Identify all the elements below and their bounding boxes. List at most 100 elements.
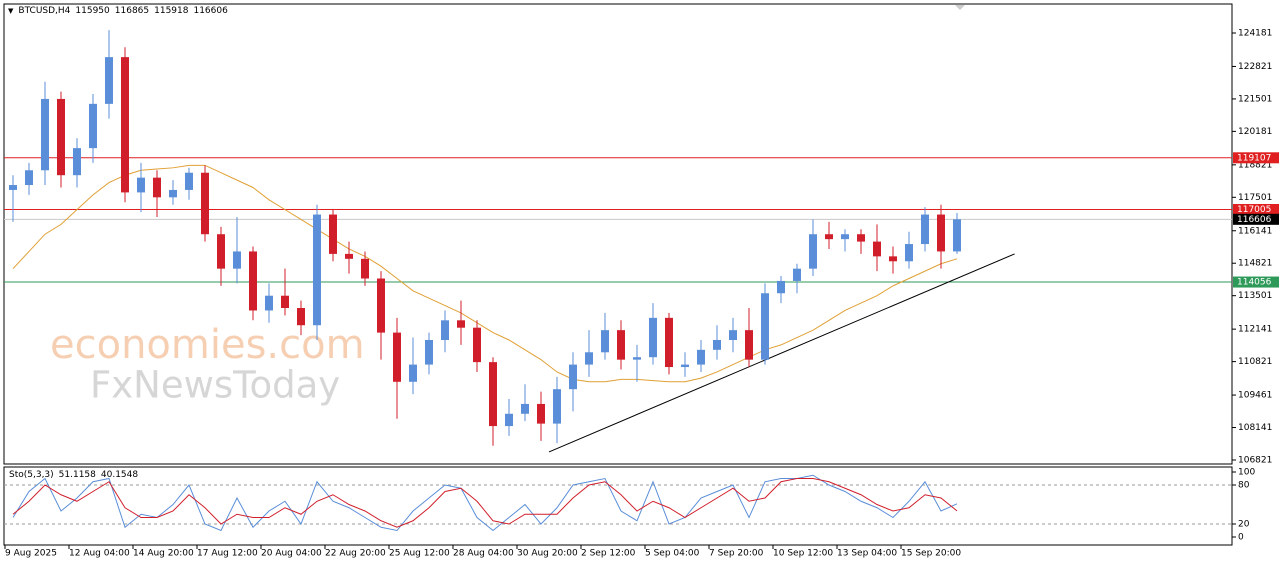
candle-body [489,362,497,427]
candle-body [697,349,705,365]
candle-body [777,280,785,294]
candle-body [441,320,449,340]
chart-header: ▼ BTCUSD,H4 115950 116865 115918 116606 [8,6,228,16]
y-tick-label: 108141 [1238,423,1272,433]
y-tick-label: 120181 [1238,127,1272,137]
candle-body [425,339,433,365]
candle-body [137,177,145,193]
candle-body [73,148,81,176]
high-value: 116865 [114,6,150,16]
x-tick-label: 9 Aug 2025 [5,549,57,559]
candle-body [537,403,545,424]
trendline [548,253,1015,453]
x-tick-label: 12 Aug 04:00 [69,549,130,559]
candle-body [393,332,401,382]
level-label: 119107 [1237,153,1271,163]
x-tick-label: 5 Sep 04:00 [645,549,700,559]
candle-body [217,234,225,269]
x-tick-label: 2 Sep 12:00 [581,549,636,559]
candle-body [169,189,177,198]
candle-body [521,403,529,414]
candle-body [473,327,481,363]
level-label-box [1233,204,1279,216]
candle-body [681,364,689,368]
x-tick-label: 20 Aug 04:00 [261,549,322,559]
x-tick-label: 17 Aug 12:00 [197,549,258,559]
y-tick-label: 113501 [1238,291,1272,301]
candle-body [89,103,97,149]
x-tick-label: 22 Aug 20:00 [325,549,386,559]
osc-y-tick-label: 80 [1238,481,1250,491]
candle-body [665,317,673,368]
x-tick-label: 7 Sep 20:00 [709,549,764,559]
osc-y-tick-label: 20 [1238,520,1250,530]
candle-body [649,317,657,358]
candle-body [905,244,913,262]
candle-body [553,389,561,424]
candle-body [841,234,849,240]
current-price-label: 116606 [1237,215,1272,225]
y-tick-label: 117501 [1238,193,1272,203]
candle-body [329,214,337,254]
candle-body [201,172,209,235]
watermark: FxNewsToday [90,364,340,407]
candle-body [297,308,305,326]
candle-body [25,170,33,186]
d-value: 40.1548 [100,470,139,480]
y-tick-label: 109461 [1238,391,1272,401]
candle-body [185,172,193,190]
y-tick-label: 110821 [1238,357,1272,367]
candle-body [265,295,273,311]
moving-average [12,164,958,383]
candle-body [921,214,929,245]
candle-body [233,251,241,269]
candle-body [617,330,625,360]
osc-line [12,478,958,528]
level-label: 114056 [1237,278,1272,288]
oscillator-panel [3,466,1233,546]
open-value: 115950 [75,6,110,16]
x-tick-label: 13 Sep 04:00 [837,549,897,559]
candle-body [41,98,49,171]
candle-body [633,357,641,360]
candle-body [569,364,577,390]
candle-body [761,293,769,360]
candle-body [105,57,113,104]
x-tick-label: 28 Aug 04:00 [453,549,514,559]
candle-body [713,339,721,350]
candle-body [809,234,817,269]
candle-body [361,258,369,279]
candle-body [745,330,753,360]
oscillator-header: Sto(5,3,3) 51.1158 40.1548 [9,470,138,480]
y-tick-label: 114821 [1238,259,1272,269]
chart-title: BTCUSD,H4 [18,6,71,16]
y-tick-label: 112141 [1238,325,1272,335]
candle-body [889,256,897,262]
y-tick-label: 106821 [1238,455,1272,465]
low-value: 115918 [154,6,189,16]
candle-body [793,268,801,281]
main-panel [3,3,1233,465]
candle-body [121,57,129,193]
candle-body [345,253,353,259]
shift-marker [955,5,965,10]
close-value: 116606 [193,6,228,16]
candle-body [57,98,65,176]
menu-arrow: ▼ [8,7,14,15]
watermark: economies.com [50,322,365,368]
current-price-box [1233,213,1279,225]
level-label: 117005 [1237,205,1271,215]
candle-body [9,185,17,190]
osc-line [12,474,958,532]
y-tick-label: 124181 [1238,28,1272,38]
level-label-box [1233,152,1279,164]
x-tick-label: 10 Sep 12:00 [773,549,833,559]
y-tick-label: 116141 [1238,226,1272,236]
candle-body [585,352,593,365]
candle-body [313,214,321,326]
candle-body [153,177,161,198]
candle-body [953,219,961,252]
candle-body [937,214,945,252]
